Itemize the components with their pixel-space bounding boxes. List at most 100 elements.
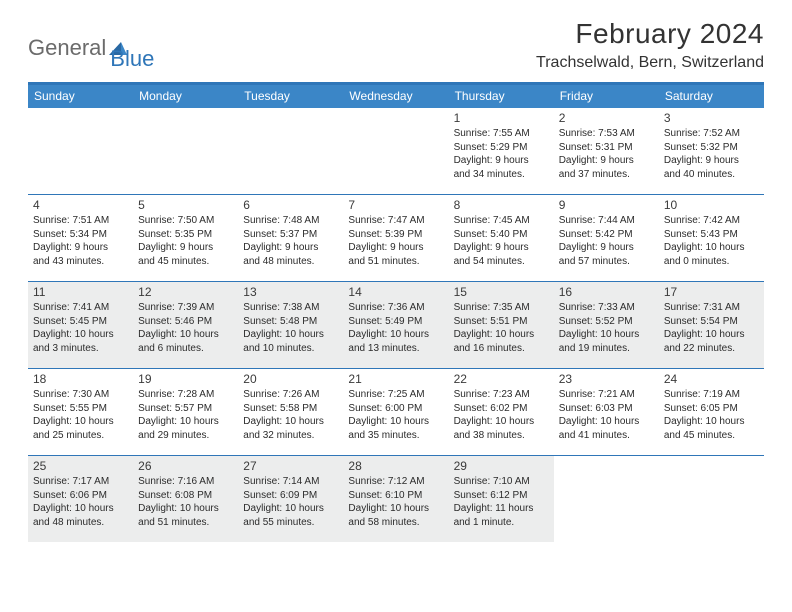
day-number: 28	[348, 459, 443, 473]
day-info-line: Sunrise: 7:19 AM	[664, 388, 759, 402]
day-number: 9	[559, 198, 654, 212]
logo: General Blue	[28, 24, 154, 72]
day-info-line: and 32 minutes.	[243, 429, 338, 443]
day-info-line: Sunrise: 7:16 AM	[138, 475, 233, 489]
day-info-line: Sunset: 6:02 PM	[454, 402, 549, 416]
weekday-header-row: SundayMondayTuesdayWednesdayThursdayFrid…	[28, 85, 764, 108]
day-number: 2	[559, 111, 654, 125]
day-info-line: and 22 minutes.	[664, 342, 759, 356]
day-info-line: Sunset: 5:48 PM	[243, 315, 338, 329]
week-row: 4Sunrise: 7:51 AMSunset: 5:34 PMDaylight…	[28, 195, 764, 282]
day-info-line: Daylight: 10 hours	[454, 415, 549, 429]
day-info-line: Daylight: 10 hours	[559, 328, 654, 342]
day-info-line: Sunset: 6:12 PM	[454, 489, 549, 503]
day-info-line: Daylight: 10 hours	[348, 415, 443, 429]
day-info-line: Sunrise: 7:35 AM	[454, 301, 549, 315]
day-info-line: and 57 minutes.	[559, 255, 654, 269]
day-info-line: and 48 minutes.	[33, 516, 128, 530]
day-info-line: Sunset: 6:08 PM	[138, 489, 233, 503]
day-info-line: Sunset: 5:57 PM	[138, 402, 233, 416]
day-cell-empty	[238, 108, 343, 194]
day-info-line: Sunrise: 7:38 AM	[243, 301, 338, 315]
day-info-line: Daylight: 10 hours	[138, 502, 233, 516]
day-info-line: and 55 minutes.	[243, 516, 338, 530]
day-info-line: Daylight: 9 hours	[138, 241, 233, 255]
day-info-line: and 41 minutes.	[559, 429, 654, 443]
day-info-line: Daylight: 9 hours	[243, 241, 338, 255]
day-cell: 29Sunrise: 7:10 AMSunset: 6:12 PMDayligh…	[449, 456, 554, 542]
day-info-line: Sunrise: 7:50 AM	[138, 214, 233, 228]
day-cell-empty	[659, 456, 764, 542]
weekday-sunday: Sunday	[28, 85, 133, 108]
day-info-line: Sunset: 5:55 PM	[33, 402, 128, 416]
day-info-line: Sunset: 5:37 PM	[243, 228, 338, 242]
day-info-line: Sunset: 5:51 PM	[454, 315, 549, 329]
day-info-line: Daylight: 9 hours	[559, 241, 654, 255]
day-cell: 20Sunrise: 7:26 AMSunset: 5:58 PMDayligh…	[238, 369, 343, 455]
day-cell: 26 Sunrise: 7:16 AMSunset: 6:08 PMDayligh…	[133, 456, 238, 542]
day-cell: 14Sunrise: 7:36 AMSunset: 5:49 PMDayligh…	[343, 282, 448, 368]
day-info-line: Sunset: 5:54 PM	[664, 315, 759, 329]
day-number: 21	[348, 372, 443, 386]
week-row: 1Sunrise: 7:55 AMSunset: 5:29 PMDaylight…	[28, 108, 764, 195]
day-info-line: Sunset: 5:43 PM	[664, 228, 759, 242]
day-info-line: Sunrise: 7:30 AM	[33, 388, 128, 402]
day-info-line: Daylight: 10 hours	[33, 328, 128, 342]
day-number: 7	[348, 198, 443, 212]
weekday-thursday: Thursday	[449, 85, 554, 108]
day-info-line: Sunrise: 7:39 AM	[138, 301, 233, 315]
day-number: 23	[559, 372, 654, 386]
day-number: 5	[138, 198, 233, 212]
day-info-line: Daylight: 9 hours	[559, 154, 654, 168]
day-info-line: Daylight: 10 hours	[454, 328, 549, 342]
day-number: 14	[348, 285, 443, 299]
day-info-line: and 25 minutes.	[33, 429, 128, 443]
day-info-line: Sunrise: 7:42 AM	[664, 214, 759, 228]
day-info-line: Sunrise: 7:45 AM	[454, 214, 549, 228]
day-info-line: and 48 minutes.	[243, 255, 338, 269]
day-number: 4	[33, 198, 128, 212]
day-info-line: and 13 minutes.	[348, 342, 443, 356]
day-cell: 24Sunrise: 7:19 AMSunset: 6:05 PMDayligh…	[659, 369, 764, 455]
day-cell: 3Sunrise: 7:52 AMSunset: 5:32 PMDaylight…	[659, 108, 764, 194]
day-info-line: Sunrise: 7:41 AM	[33, 301, 128, 315]
day-number: 27	[243, 459, 338, 473]
day-info-line: Sunrise: 7:51 AM	[33, 214, 128, 228]
day-cell: 15 Sunrise: 7:35 AMSunset: 5:51 PMDayligh…	[449, 282, 554, 368]
day-info-line: Daylight: 10 hours	[243, 328, 338, 342]
day-info-line: and 10 minutes.	[243, 342, 338, 356]
day-info-line: and 29 minutes.	[138, 429, 233, 443]
day-info-line: Daylight: 10 hours	[138, 328, 233, 342]
day-info-line: Sunrise: 7:44 AM	[559, 214, 654, 228]
day-number: 8	[454, 198, 549, 212]
weeks-container: 1Sunrise: 7:55 AMSunset: 5:29 PMDaylight…	[28, 108, 764, 542]
day-info-line: and 51 minutes.	[348, 255, 443, 269]
day-info-line: Sunset: 5:58 PM	[243, 402, 338, 416]
day-number: 1	[454, 111, 549, 125]
week-row: 11Sunrise: 7:41 AMSunset: 5:45 PMDayligh…	[28, 282, 764, 369]
day-number: 26	[138, 459, 233, 473]
day-info-line: Sunset: 5:45 PM	[33, 315, 128, 329]
day-cell: 1Sunrise: 7:55 AMSunset: 5:29 PMDaylight…	[449, 108, 554, 194]
day-number: 15	[454, 285, 549, 299]
day-info-line: and 0 minutes.	[664, 255, 759, 269]
day-cell: 28Sunrise: 7:12 AMSunset: 6:10 PMDayligh…	[343, 456, 448, 542]
day-info-line: Daylight: 9 hours	[33, 241, 128, 255]
day-info-line: Sunrise: 7:21 AM	[559, 388, 654, 402]
day-number: 6	[243, 198, 338, 212]
day-info-line: Sunrise: 7:14 AM	[243, 475, 338, 489]
day-cell: 8Sunrise: 7:45 AMSunset: 5:40 PMDaylight…	[449, 195, 554, 281]
day-number: 11	[33, 285, 128, 299]
day-info-line: Sunset: 5:29 PM	[454, 141, 549, 155]
day-number: 25	[33, 459, 128, 473]
weekday-saturday: Saturday	[659, 85, 764, 108]
day-info-line: Daylight: 10 hours	[559, 415, 654, 429]
day-cell: 7Sunrise: 7:47 AMSunset: 5:39 PMDaylight…	[343, 195, 448, 281]
weekday-wednesday: Wednesday	[343, 85, 448, 108]
day-cell: 17Sunrise: 7:31 AMSunset: 5:54 PMDayligh…	[659, 282, 764, 368]
day-info-line: Daylight: 10 hours	[138, 415, 233, 429]
day-info-line: and 16 minutes.	[454, 342, 549, 356]
day-info-line: Daylight: 10 hours	[348, 328, 443, 342]
day-info-line: Daylight: 9 hours	[664, 154, 759, 168]
day-info-line: Sunrise: 7:47 AM	[348, 214, 443, 228]
